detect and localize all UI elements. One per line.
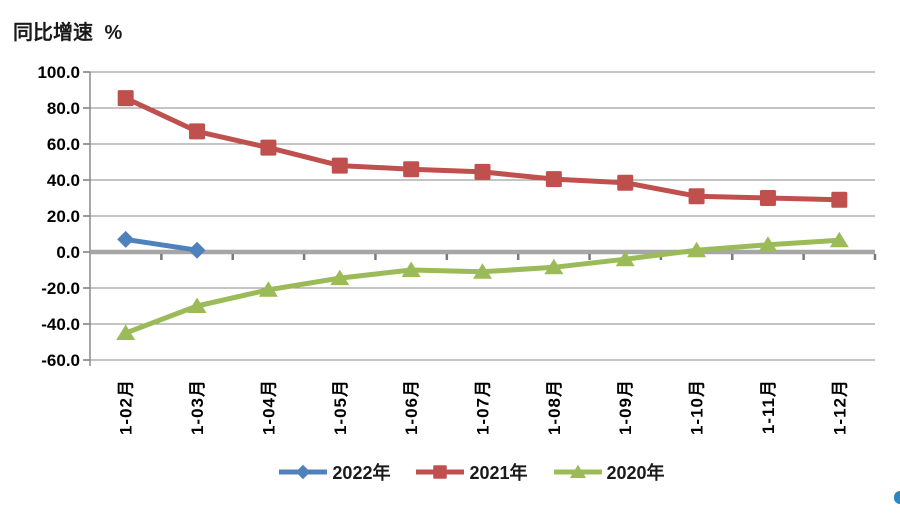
y-tick-label: 100.0 <box>37 63 80 82</box>
series-2021-marker <box>260 139 277 156</box>
series-2021-line <box>124 95 840 203</box>
y-tick-label: 40.0 <box>47 171 80 190</box>
series-2021-marker <box>331 157 348 174</box>
y-tick-label: -20.0 <box>41 279 80 298</box>
series-2020-marker <box>544 258 564 275</box>
series-2021-marker <box>189 123 206 140</box>
cropped-blue-icon <box>894 491 900 504</box>
legend-item-2022: 2022年 <box>279 459 390 485</box>
legend: 2022年 2021年 2020年 <box>22 459 900 485</box>
series-2021-marker <box>545 171 562 188</box>
series-2021-marker <box>474 163 491 180</box>
x-tick-label: 1-05月 <box>331 379 350 435</box>
series-2020-marker <box>829 231 849 248</box>
series-2021-marker <box>688 188 705 205</box>
legend-label-2022: 2022年 <box>332 463 391 483</box>
series-2020-marker <box>187 297 207 313</box>
x-tick-label: 1-07月 <box>474 379 493 435</box>
series-2020-marker <box>116 324 136 340</box>
series-2020-marker <box>615 250 635 267</box>
chart-title: 同比增速 % <box>13 22 123 44</box>
legend-shape-2022 <box>296 464 311 480</box>
x-tick-label: 1-03月 <box>188 379 207 435</box>
legend-item-2021: 2021年 <box>416 459 528 485</box>
legend-shape-2020 <box>569 464 586 478</box>
legend-label-2021: 2021年 <box>469 463 528 483</box>
x-tick-label: 1-08月 <box>545 379 564 435</box>
series-2021-marker <box>117 90 134 107</box>
legend-marker-2020 <box>553 464 602 478</box>
x-tick-label: 1-09月 <box>616 379 635 435</box>
legend-shape-2021 <box>433 465 448 479</box>
series-2020-marker <box>330 269 350 286</box>
legend-marker-2021 <box>416 465 465 479</box>
legend-item-2020: 2020年 <box>553 459 665 485</box>
x-tick-label: 1-04月 <box>259 379 278 435</box>
x-tick-label: 1-06月 <box>402 379 421 435</box>
series-2022-line <box>125 236 198 253</box>
series-2020-marker <box>758 236 778 252</box>
y-tick-label: -40.0 <box>41 315 80 334</box>
y-tick-label: 0.0 <box>56 243 80 262</box>
legend-label-2020: 2020年 <box>606 463 665 483</box>
y-tick-label: 20.0 <box>47 207 80 226</box>
series-2020-marker <box>258 281 278 297</box>
x-tick-label: 1-11月 <box>759 379 778 434</box>
series-2021-marker <box>759 190 776 206</box>
y-tick-label: 80.0 <box>47 99 80 118</box>
x-tick-label: 1-10月 <box>688 379 707 435</box>
series-2022-marker <box>117 230 135 248</box>
y-tick-label: 60.0 <box>47 135 80 154</box>
series-2020-marker <box>687 241 707 258</box>
series-2021-marker <box>617 174 634 191</box>
x-tick-label: 1-02月 <box>117 379 136 435</box>
series-2021-marker <box>831 191 848 208</box>
x-tick-label: 1-12月 <box>830 379 849 435</box>
series-2020-marker <box>401 261 421 277</box>
y-tick-label: -60.0 <box>41 351 80 370</box>
series-2022-marker <box>188 241 206 259</box>
series-2020-marker <box>473 263 492 279</box>
legend-marker-2022 <box>279 464 328 480</box>
series-2021-marker <box>403 161 420 178</box>
